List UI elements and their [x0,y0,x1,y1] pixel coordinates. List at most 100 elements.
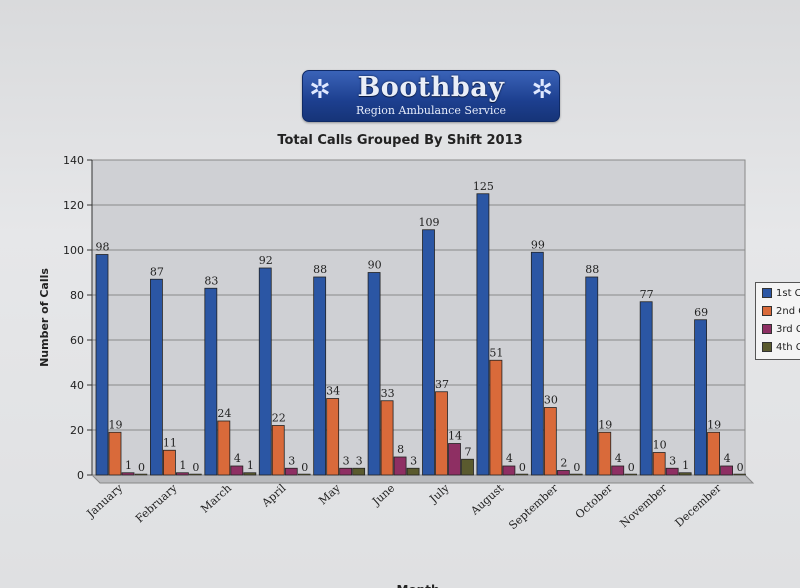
bar [326,398,340,476]
bar [163,449,176,476]
chart-legend: 1st Ca 2nd C 3rd C 4th Ca [755,282,800,360]
data-label: 90 [368,259,382,272]
data-label: 4 [506,452,513,465]
bar [367,272,381,476]
bar [652,452,666,476]
bar [150,278,163,476]
x-axis-label: Month [396,583,439,588]
legend-label: 1st Ca [776,288,800,299]
data-label: 0 [573,461,580,474]
legend-swatch [762,324,772,334]
data-label: 8 [397,443,404,456]
x-tick-label: January [84,481,126,521]
data-label: 1 [682,459,689,472]
data-label: 77 [640,288,654,301]
x-tick-label: October [573,481,616,521]
bar [134,473,148,476]
legend-label: 3rd C [776,324,800,335]
bar [380,400,394,476]
bar [476,193,490,476]
data-label: 2 [560,457,567,470]
logo: ✲ Boothbay Region Ambulance Service ✲ [302,70,560,122]
bar [694,319,707,476]
x-tick-label: December [673,481,725,529]
x-tick-label: February [133,481,180,525]
bar [339,467,353,476]
y-tick-label: 20 [70,424,84,437]
star-of-life-icon: ✲ [531,75,553,105]
data-label: 3 [410,454,417,467]
bar [585,276,599,476]
bar [313,276,327,476]
data-label: 19 [109,418,123,431]
x-tick-label: June [369,482,397,509]
y-axis-label: Number of Calls [38,268,51,367]
data-label: 0 [628,461,635,474]
bar [624,473,637,476]
data-label: 0 [737,461,744,474]
bar [461,458,474,476]
bar [707,431,720,476]
x-tick-label: September [506,481,561,532]
data-label: 3 [356,454,363,467]
bar [108,431,122,476]
legend-item: 4th Ca [762,342,800,354]
bar [271,425,285,476]
bar [665,467,679,476]
y-tick-label: 80 [70,289,84,302]
bar [258,267,272,476]
y-tick-label: 140 [63,154,84,167]
x-tick-label: August [468,481,507,518]
data-label: 4 [234,452,241,465]
y-tick-label: 100 [63,244,84,257]
bar [393,456,407,476]
bar [570,473,583,476]
data-label: 69 [694,306,708,319]
bar [95,254,109,476]
y-tick-label: 60 [70,334,84,347]
x-tick-label: July [426,481,452,506]
bar [243,472,257,476]
data-label: 4 [724,452,731,465]
bar [352,467,366,476]
bar [530,251,544,476]
plot-floor [90,474,755,484]
bar [489,359,503,476]
legend-swatch [762,288,772,298]
bar [556,470,570,476]
bar [733,473,746,476]
bar [217,420,231,476]
data-label: 11 [163,436,177,449]
data-label: 0 [301,461,308,474]
data-label: 88 [585,263,599,276]
legend-item: 3rd C [762,324,800,336]
data-label: 33 [381,387,395,400]
data-label: 10 [653,439,667,452]
legend-item: 2nd C [762,306,800,318]
data-label: 19 [598,418,612,431]
x-tick-label: April [259,481,289,510]
legend-swatch [762,306,772,316]
data-label: 3 [669,454,676,467]
bar [678,472,692,476]
bar [121,472,135,476]
bar [448,443,461,476]
data-label: 99 [531,238,545,251]
y-tick-label: 120 [63,199,84,212]
bar [422,229,435,476]
data-label: 30 [544,394,558,407]
bar [435,391,448,476]
chart-title: Total Calls Grouped By Shift 2013 [277,133,523,148]
data-label: 83 [204,274,218,287]
star-of-life-icon: ✲ [309,75,331,105]
data-label: 87 [150,265,164,278]
bar [598,431,612,476]
logo-subtitle: Region Ambulance Service [355,104,507,117]
bar [515,473,529,476]
data-label: 3 [343,454,350,467]
bar [189,473,202,476]
data-label: 1 [247,459,254,472]
data-label: 1 [125,459,132,472]
data-label: 1 [179,459,186,472]
legend-item: 1st Ca [762,288,800,300]
